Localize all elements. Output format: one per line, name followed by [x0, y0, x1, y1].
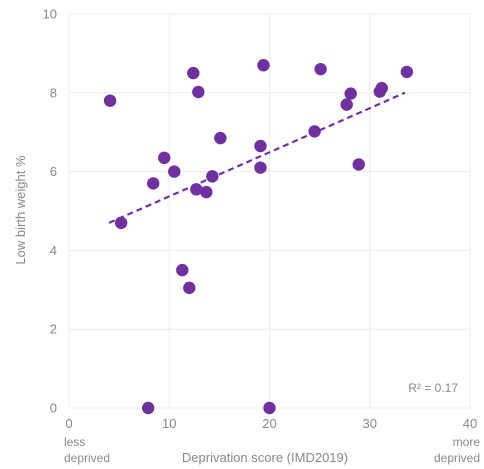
data-point: [352, 158, 365, 171]
data-point: [344, 87, 357, 100]
data-point: [183, 281, 196, 295]
data-point: [206, 170, 219, 183]
data-point: [400, 65, 414, 79]
data-point: [103, 94, 117, 107]
grid-lines: [68, 13, 471, 409]
data-points: [103, 59, 414, 415]
x-tick-label: 10: [162, 416, 176, 431]
data-point: [176, 263, 189, 277]
data-point: [158, 151, 171, 165]
data-point: [192, 85, 205, 99]
x-tick-label: 40: [463, 416, 477, 431]
x-end-label-left-line2: deprived: [64, 451, 110, 465]
data-point: [190, 183, 203, 196]
x-tick-label: 0: [65, 416, 72, 431]
data-point: [254, 161, 267, 174]
data-point: [168, 165, 181, 178]
y-axis-ticks: 0 2 4 6 8 10: [43, 7, 57, 416]
data-point: [187, 66, 200, 80]
y-axis-title: Low birth weight %: [13, 155, 28, 265]
data-point: [114, 216, 128, 230]
y-tick-label: 10: [43, 7, 57, 22]
x-axis-ticks: 0 10 20 30 40: [65, 416, 477, 431]
data-point: [254, 139, 267, 153]
data-point: [314, 62, 327, 76]
y-tick-label: 8: [50, 85, 57, 100]
y-tick-label: 2: [50, 322, 57, 337]
trendline-group: [108, 91, 406, 224]
y-tick-label: 4: [50, 243, 57, 258]
data-point: [141, 401, 155, 415]
data-point: [200, 185, 213, 199]
x-end-label-right-line2: deprived: [434, 451, 480, 465]
x-tick-label: 30: [363, 416, 377, 431]
x-end-label-left-line1: less: [64, 435, 85, 449]
data-point: [308, 125, 321, 138]
data-point: [375, 81, 388, 95]
data-point: [340, 98, 353, 111]
data-point: [147, 177, 160, 190]
trendline: [108, 91, 406, 224]
x-end-label-right-line1: more: [453, 435, 481, 449]
x-tick-label: 20: [262, 416, 276, 431]
y-tick-label: 0: [50, 401, 57, 416]
x-axis-title: Deprivation score (IMD2019): [182, 450, 348, 465]
r-squared-annotation: R² = 0.17: [408, 381, 458, 395]
y-tick-label: 6: [50, 164, 57, 179]
data-point: [214, 131, 227, 145]
data-point: [263, 401, 276, 415]
data-point: [257, 59, 270, 72]
